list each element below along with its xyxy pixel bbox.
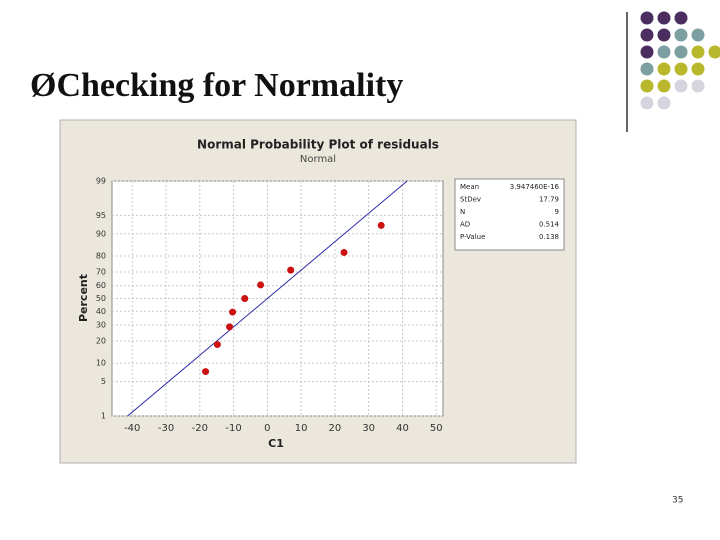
y-tick-label: 30 xyxy=(96,320,106,329)
decor-dot xyxy=(640,28,654,42)
chart-subtitle: Normal xyxy=(300,154,336,165)
y-tick-label: 50 xyxy=(96,294,106,303)
stat-value: 0.514 xyxy=(539,221,560,229)
stat-value: 3.947460E-16 xyxy=(510,183,560,191)
x-tick-label: -20 xyxy=(192,423,208,434)
y-tick-label: 10 xyxy=(96,359,106,368)
stats-box xyxy=(454,178,565,251)
data-point xyxy=(229,308,237,316)
decor-dot xyxy=(674,62,688,76)
y-tick-label: 20 xyxy=(96,337,106,346)
x-tick-label: 20 xyxy=(329,423,342,434)
y-tick-label: 60 xyxy=(96,281,106,290)
x-tick-label: 50 xyxy=(430,423,443,434)
y-tick-label: 95 xyxy=(96,211,106,220)
data-point xyxy=(257,281,265,289)
x-axis-label: C1 xyxy=(268,437,284,450)
page-number: 35 xyxy=(672,496,683,506)
decor-dot xyxy=(657,79,671,93)
data-point xyxy=(226,323,234,331)
stat-label: N xyxy=(460,208,465,216)
fitted-line xyxy=(127,181,408,416)
data-point xyxy=(377,221,385,229)
decor-dot xyxy=(657,11,671,25)
stat-label: Mean xyxy=(460,183,479,191)
slide-title: Checking for Normality xyxy=(56,67,403,104)
stat-value: 0.138 xyxy=(539,233,559,241)
x-tick-label: 0 xyxy=(264,423,270,434)
x-tick-label: -40 xyxy=(124,423,140,434)
stat-value: 17.79 xyxy=(539,196,559,204)
decor-dot xyxy=(640,45,654,59)
y-tick-label: 90 xyxy=(96,229,106,238)
decor-dot xyxy=(640,11,654,25)
decor-dot xyxy=(674,28,688,42)
decor-dot xyxy=(640,79,654,93)
data-point xyxy=(340,248,348,256)
decor-dot xyxy=(640,62,654,76)
decor-dot xyxy=(691,79,705,93)
x-tick-label: -30 xyxy=(158,423,174,434)
decor-dot xyxy=(640,96,654,110)
x-tick-label: 30 xyxy=(362,423,375,434)
y-tick-label: 5 xyxy=(101,377,106,386)
data-point xyxy=(213,341,221,349)
decor-dot xyxy=(691,28,705,42)
decor-dot xyxy=(657,45,671,59)
y-tick-label: 1 xyxy=(101,412,106,421)
decor-dot xyxy=(674,45,688,59)
x-tick-label: -10 xyxy=(225,423,241,434)
decor-dot xyxy=(674,11,688,25)
y-tick-label: 80 xyxy=(96,251,106,260)
data-point xyxy=(241,295,249,302)
data-point xyxy=(287,266,295,274)
decor-dot xyxy=(657,62,671,76)
slide-title-line: ØChecking for Normality xyxy=(30,67,403,104)
stat-label: StDev xyxy=(460,196,481,204)
stat-label: P-Value xyxy=(460,233,485,241)
bullet: Ø xyxy=(30,67,56,104)
y-tick-label: 99 xyxy=(96,177,106,186)
y-axis-label: Percent xyxy=(77,274,90,322)
chart-title: Normal Probability Plot of residuals xyxy=(197,138,439,152)
decor-dot xyxy=(691,62,705,76)
decor-dot xyxy=(657,28,671,42)
x-tick-label: 10 xyxy=(295,423,308,434)
decor-dot xyxy=(708,45,720,59)
decor-dot xyxy=(657,96,671,110)
decor-dot xyxy=(691,45,705,59)
y-tick-label: 40 xyxy=(96,307,106,316)
decor-dot xyxy=(674,79,688,93)
x-tick-label: 40 xyxy=(396,423,409,434)
y-tick-label: 70 xyxy=(96,268,106,277)
stat-value: 9 xyxy=(555,208,559,216)
stat-label: AD xyxy=(460,221,470,229)
data-point xyxy=(202,368,210,376)
